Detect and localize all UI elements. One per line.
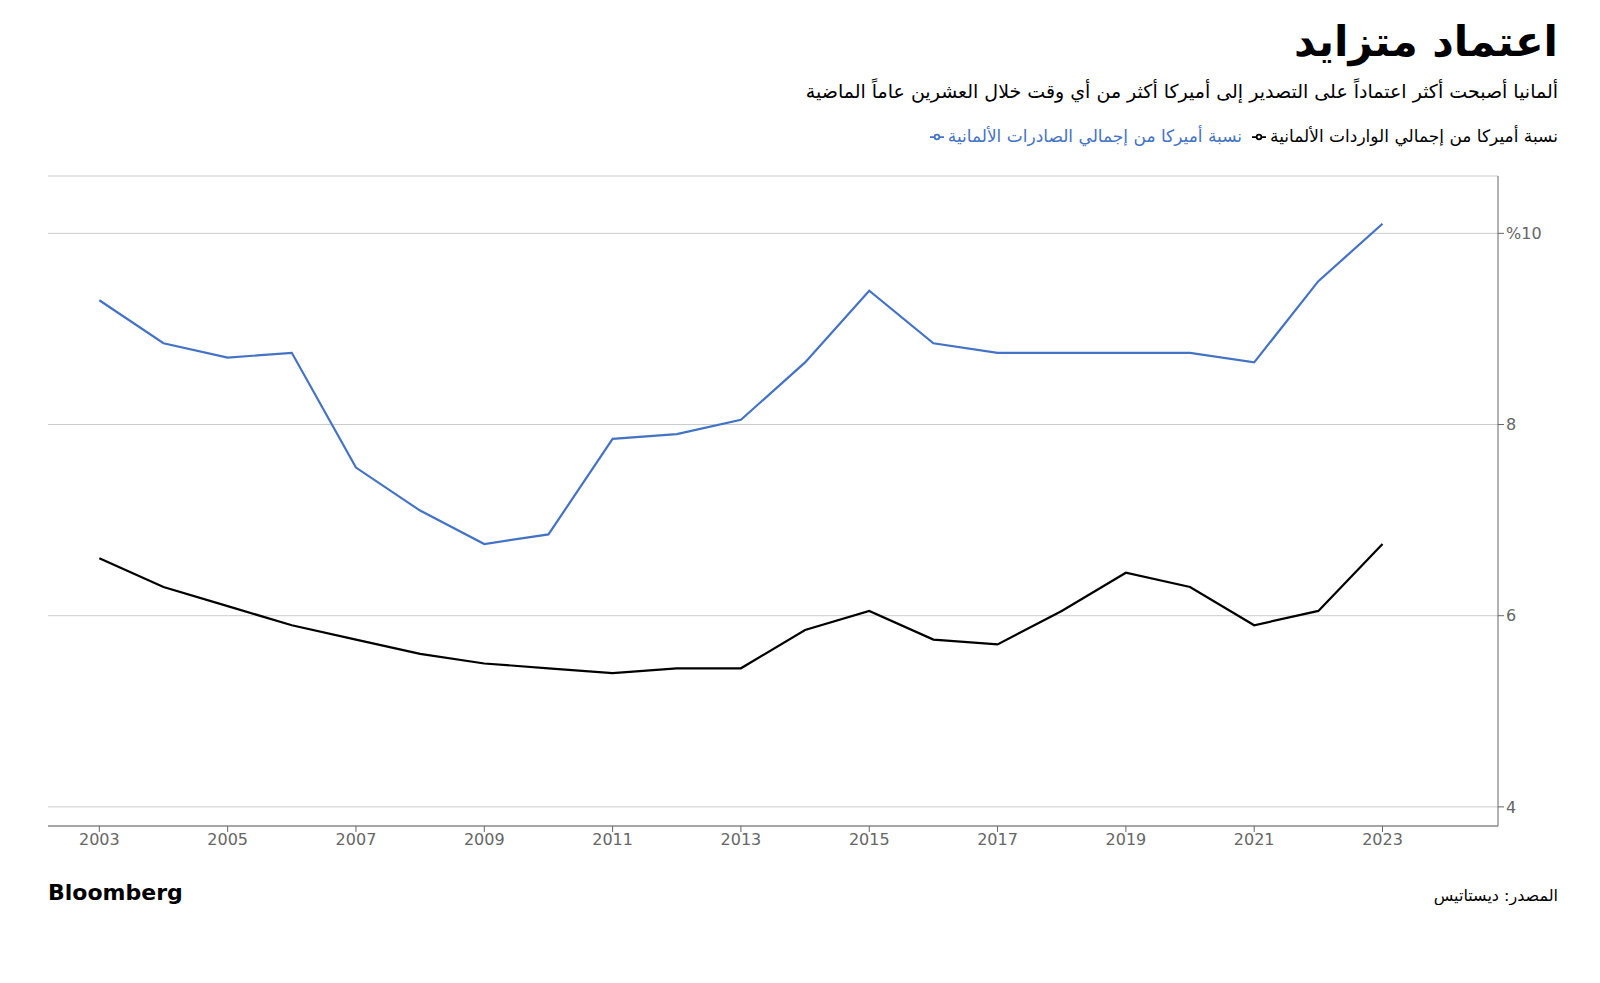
- svg-text:2005: 2005: [207, 830, 248, 849]
- svg-text:2023: 2023: [1362, 830, 1403, 849]
- svg-text:2009: 2009: [464, 830, 505, 849]
- svg-text:4: 4: [1506, 798, 1516, 817]
- svg-text:%10: %10: [1506, 224, 1542, 243]
- html-text:نسبة أميركا من إجمالي الواردات: نسبة أميركا من إجمالي الواردات الألمانية: [1270, 126, 1558, 146]
- svg-text:2017: 2017: [977, 830, 1018, 849]
- html-text:Bloomberg: Bloomberg: [48, 880, 183, 905]
- svg-text:2003: 2003: [79, 830, 120, 849]
- svg-text:6: 6: [1506, 606, 1516, 625]
- html-text:نسبة أميركا من إجمالي الصادرات: نسبة أميركا من إجمالي الصادرات الألمانية: [947, 126, 1243, 146]
- html-text:اعتماد متزايد: اعتماد متزايد: [1294, 17, 1558, 66]
- svg-text:2007: 2007: [336, 830, 377, 849]
- html-text:المصدر: ديستاتيس: المصدر: ديستاتيس: [1433, 886, 1558, 905]
- svg-text:2021: 2021: [1234, 830, 1275, 849]
- svg-text:2019: 2019: [1106, 830, 1147, 849]
- svg-text:2013: 2013: [721, 830, 762, 849]
- svg-text:2011: 2011: [592, 830, 633, 849]
- svg-text:8: 8: [1506, 415, 1516, 434]
- html-text:ألمانيا أصبحت أكثر اعتماداً عل: ألمانيا أصبحت أكثر اعتماداً على التصدير …: [805, 80, 1558, 102]
- svg-text:2015: 2015: [849, 830, 890, 849]
